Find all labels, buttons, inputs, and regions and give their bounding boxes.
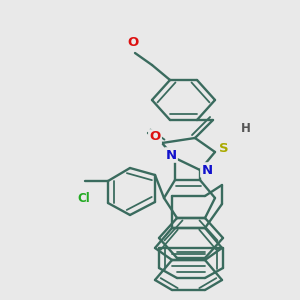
- Text: S: S: [219, 142, 229, 154]
- Text: Cl: Cl: [78, 191, 90, 205]
- Text: N: N: [165, 148, 177, 161]
- Text: O: O: [128, 35, 139, 49]
- Text: H: H: [241, 122, 251, 134]
- Text: O: O: [149, 130, 161, 143]
- Text: N: N: [201, 164, 213, 176]
